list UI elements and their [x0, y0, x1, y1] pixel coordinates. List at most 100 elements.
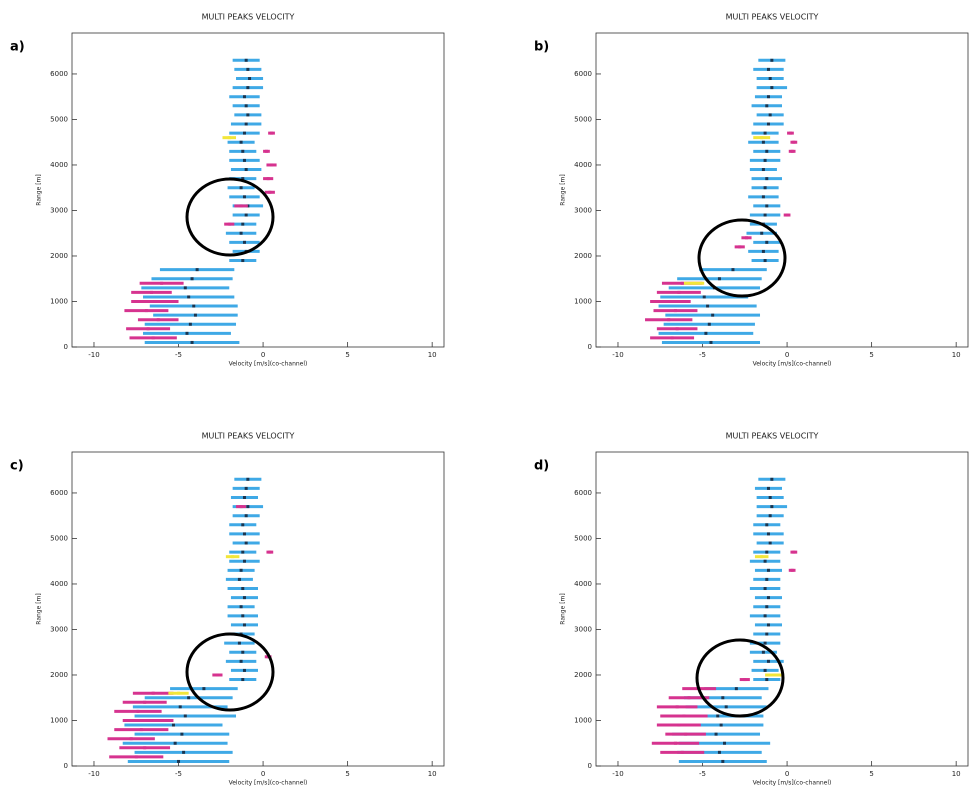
- y-tick-label: 1000: [574, 297, 592, 305]
- point: [714, 732, 718, 736]
- point: [268, 190, 272, 194]
- point: [765, 523, 769, 527]
- y-tick-label: 0: [588, 762, 592, 770]
- point: [766, 568, 770, 572]
- point: [151, 691, 155, 695]
- plot-frame: [71, 451, 445, 767]
- point: [744, 236, 748, 240]
- x-tick-label: -10: [88, 770, 99, 778]
- point: [239, 659, 243, 663]
- point: [136, 709, 140, 713]
- point: [242, 158, 246, 162]
- x-tick-label: -10: [612, 351, 623, 359]
- point: [765, 204, 769, 208]
- x-tick-label: 5: [869, 770, 873, 778]
- point: [743, 678, 747, 682]
- point: [241, 259, 245, 263]
- point: [763, 186, 767, 190]
- x-tick-label: 5: [345, 351, 349, 359]
- point: [761, 140, 765, 144]
- point: [785, 213, 789, 217]
- y-tick-label: 1000: [50, 716, 68, 724]
- point: [682, 714, 686, 718]
- point: [270, 163, 274, 167]
- point: [765, 605, 769, 609]
- point: [173, 741, 177, 745]
- point: [244, 122, 248, 126]
- x-tick-label: -5: [699, 770, 706, 778]
- y-tick-label: 0: [64, 343, 68, 351]
- point: [766, 486, 770, 490]
- y-tick-label: 6000: [50, 489, 68, 497]
- point: [765, 177, 769, 181]
- point: [242, 195, 246, 199]
- point: [792, 550, 796, 554]
- point: [202, 687, 206, 691]
- point: [765, 577, 769, 581]
- y-axis-label: Range [m]: [36, 174, 43, 205]
- point: [129, 737, 133, 741]
- point: [143, 746, 147, 750]
- point: [667, 318, 671, 322]
- point: [724, 705, 728, 709]
- point: [241, 222, 245, 226]
- point: [244, 541, 248, 545]
- point: [673, 741, 677, 745]
- point: [246, 477, 250, 481]
- x-tick-label: -10: [88, 351, 99, 359]
- point: [244, 514, 248, 518]
- point: [709, 340, 713, 344]
- x-axis-label: Velocity [m/s](co-channel): [229, 361, 308, 368]
- point: [792, 140, 796, 144]
- highlight-circle: [697, 218, 787, 298]
- point: [160, 281, 164, 285]
- point: [763, 213, 767, 217]
- x-tick-label: 0: [785, 770, 789, 778]
- point: [193, 313, 197, 317]
- point: [239, 140, 243, 144]
- point: [766, 67, 770, 71]
- point: [188, 322, 192, 326]
- x-axis-label: Velocity [m/s](co-channel): [753, 780, 832, 787]
- point: [180, 732, 184, 736]
- y-tick-label: 2000: [574, 671, 592, 679]
- point: [770, 58, 774, 62]
- point: [763, 668, 767, 672]
- point: [244, 168, 248, 172]
- point: [761, 249, 765, 253]
- point: [717, 277, 721, 281]
- point: [187, 295, 191, 299]
- point: [772, 673, 776, 677]
- point: [248, 77, 252, 81]
- point: [146, 718, 150, 722]
- point: [237, 641, 241, 645]
- point: [156, 318, 160, 322]
- y-tick-label: 6000: [574, 489, 592, 497]
- y-tick-label: 3000: [574, 625, 592, 633]
- point: [237, 577, 241, 581]
- point: [668, 299, 672, 303]
- x-tick-label: -10: [612, 770, 623, 778]
- point: [266, 177, 270, 181]
- point: [763, 559, 767, 563]
- point: [242, 623, 246, 627]
- point: [766, 95, 770, 99]
- point: [763, 641, 767, 645]
- highlight-circle: [185, 632, 275, 712]
- point: [768, 496, 772, 500]
- point: [227, 222, 231, 226]
- point: [677, 290, 681, 294]
- point: [761, 195, 765, 199]
- x-tick-label: 5: [869, 351, 873, 359]
- y-tick-label: 2000: [574, 252, 592, 260]
- point: [151, 336, 155, 340]
- point: [765, 149, 769, 153]
- point: [242, 559, 246, 563]
- point: [242, 496, 246, 500]
- point: [790, 149, 794, 153]
- chart-title: MULTI PEAKS VELOCITY: [202, 13, 295, 22]
- point: [760, 555, 764, 559]
- point: [687, 696, 691, 700]
- x-tick-label: -5: [175, 351, 182, 359]
- y-tick-label: 5000: [574, 115, 592, 123]
